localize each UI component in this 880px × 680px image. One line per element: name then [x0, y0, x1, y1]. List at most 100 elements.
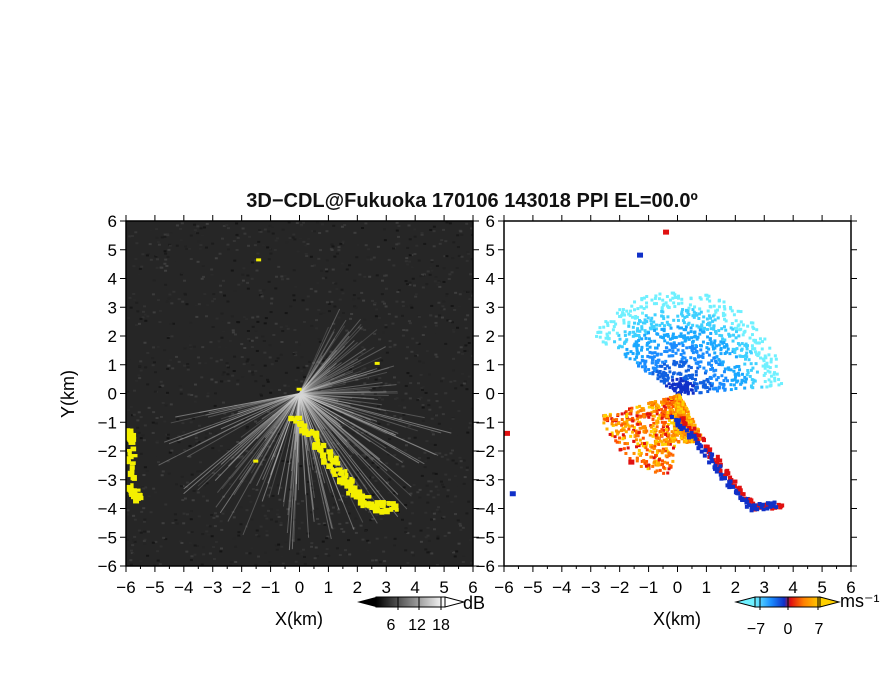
- velocity-pixel: [765, 364, 769, 368]
- velocity-pixel: [623, 411, 627, 415]
- echo-pixel: [350, 493, 355, 498]
- velocity-pixel: [655, 419, 659, 423]
- velocity-pixel: [767, 353, 771, 357]
- velocity-pixel: [677, 302, 681, 306]
- beam-ray: [170, 393, 300, 424]
- velocity-pixel: [647, 463, 651, 467]
- velocity-pixel: [666, 376, 670, 380]
- velocity-pixel: [637, 431, 641, 435]
- beam-ray: [297, 393, 300, 491]
- velocity-pixel: [598, 335, 602, 339]
- velocity-pixel: [671, 332, 675, 336]
- velocity-pixel: [655, 409, 659, 413]
- velocity-pixel: [661, 449, 665, 453]
- velocity-pixel: [691, 323, 695, 327]
- beam-ray: [299, 393, 381, 460]
- velocity-pixel: [624, 339, 628, 343]
- velocity-pixel: [736, 371, 740, 375]
- velocity-pixel: [651, 366, 655, 370]
- echo-pixel: [333, 455, 339, 461]
- beam-ray: [299, 356, 382, 394]
- velocity-pixel: [598, 326, 602, 330]
- beam-ray: [270, 393, 300, 475]
- velocity-pixel: [708, 381, 712, 385]
- velocity-pixel: [647, 331, 651, 335]
- beam-ray: [277, 393, 300, 495]
- velocity-pixel: [704, 369, 708, 373]
- velocity-pixel: [778, 505, 783, 510]
- velocity-pixel: [741, 333, 745, 337]
- velocity-pixel: [670, 375, 674, 379]
- velocity-pixel: [635, 355, 639, 359]
- velocity-pixel: [730, 322, 734, 326]
- right-x-tick-label: 2: [731, 578, 740, 597]
- velocity-pixel: [699, 310, 703, 314]
- velocity-pixel: [669, 452, 673, 456]
- velocity-pixel: [639, 414, 643, 418]
- velocity-pixel: [671, 405, 675, 409]
- beam-ray: [299, 366, 330, 394]
- velocity-pixel: [708, 387, 712, 391]
- velocity-pixel: [625, 309, 629, 313]
- velocity-pixel: [636, 442, 640, 446]
- beam-ray: [256, 393, 300, 486]
- velocity-pixel: [654, 366, 658, 370]
- velocity-pixel: [655, 364, 659, 368]
- velocity-pixel: [627, 427, 631, 431]
- velocity-pixel: [651, 417, 655, 421]
- velocity-pixel: [749, 351, 753, 355]
- velocity-pixel: [623, 352, 627, 356]
- velocity-pixel: [727, 334, 731, 338]
- velocity-pixel: [720, 334, 724, 338]
- velocity-pixel: [764, 356, 768, 360]
- velocity-pixel: [723, 367, 727, 371]
- velocity-pixel: [639, 465, 643, 469]
- velocity-pixel: [757, 341, 761, 345]
- velocity-pixel: [640, 355, 644, 359]
- velocity-pixel: [769, 360, 773, 364]
- velocity-pixel: [755, 370, 759, 374]
- velocity-pixel: [721, 386, 725, 390]
- velocity-pixel: [697, 312, 701, 316]
- velocity-pixel: [710, 452, 715, 457]
- beam-ray: [299, 393, 425, 465]
- velocity-pixel: [684, 308, 688, 312]
- velocity-pixel: [739, 382, 743, 386]
- echo-pixel: [370, 501, 375, 506]
- beam-ray: [299, 393, 425, 419]
- velocity-pixel: [698, 381, 702, 385]
- velocity-pixel: [646, 347, 650, 351]
- velocity-pixel: [681, 308, 685, 312]
- velocity-pixel: [662, 329, 666, 333]
- velocity-pixel: [750, 344, 754, 348]
- velocity-pixel: [644, 336, 648, 340]
- velocity-pixel: [621, 437, 625, 441]
- beam-ray: [299, 365, 355, 394]
- velocity-pixel: [660, 459, 664, 463]
- velocity-pixel: [657, 458, 661, 462]
- echo-pixel: [326, 463, 333, 470]
- velocity-pixel: [626, 446, 630, 450]
- velocity-pixel: [671, 372, 675, 376]
- velocity-pixel: [652, 421, 656, 425]
- velocity-pixel: [675, 423, 680, 428]
- velocity-pixel: [660, 451, 664, 455]
- velocity-pixel: [751, 347, 755, 351]
- velocity-pixel: [664, 432, 668, 436]
- beam-ray: [299, 393, 359, 487]
- velocity-pixel: [649, 322, 653, 326]
- right-y-tick-label: −4: [476, 500, 495, 519]
- velocity-pixel: [762, 373, 766, 377]
- velocity-pixel: [660, 309, 664, 313]
- velocity-pixel: [668, 323, 672, 327]
- beam-ray: [299, 388, 372, 394]
- velocity-pixel: [664, 406, 668, 410]
- velocity-pixel: [709, 316, 713, 320]
- velocity-pixel: [657, 436, 661, 440]
- velocity-pixel: [740, 347, 744, 351]
- velocity-pixel: [642, 415, 646, 419]
- beam-ray: [233, 393, 300, 496]
- velocity-pixel: [659, 463, 663, 467]
- velocity-pixel: [660, 373, 664, 377]
- beam-ray: [299, 371, 354, 394]
